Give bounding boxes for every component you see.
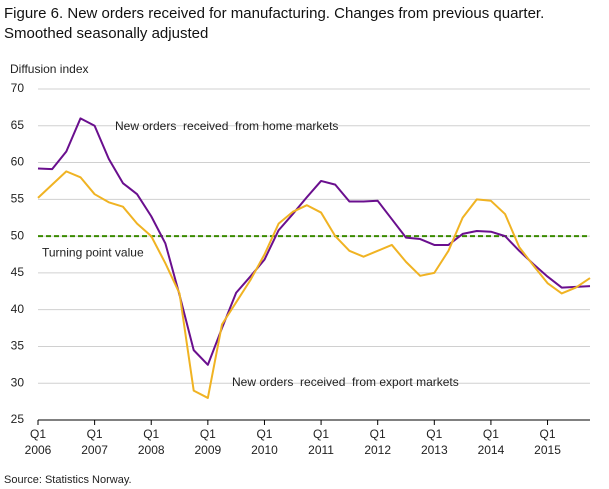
y-tick-label: 35 (11, 339, 25, 353)
x-tick-label: Q1 2007 (81, 427, 108, 457)
series-line (37, 117, 591, 366)
reference-label: Turning point value (42, 245, 144, 259)
x-tick-label: Q1 2014 (477, 427, 505, 457)
chart-title: Figure 6. New orders received for manufa… (4, 4, 604, 44)
y-tick-label: 60 (11, 155, 25, 169)
x-tick-label: Q1 2013 (420, 427, 448, 457)
x-tick-label: Q1 2008 (137, 427, 165, 457)
y-tick-label: 30 (11, 375, 25, 389)
y-tick-label: 55 (11, 192, 25, 206)
x-tick-label: Q1 2012 (364, 427, 392, 457)
y-tick-label: 25 (11, 412, 25, 426)
x-tick-label: Q1 2015 (534, 427, 561, 457)
y-tick-label: 70 (11, 81, 25, 95)
x-tick-label: Q1 2009 (194, 427, 222, 457)
series-line (37, 170, 591, 399)
x-tick-label: Q1 2006 (24, 427, 52, 457)
subtitle: Smoothed seasonally adjusted (4, 25, 209, 42)
y-tick-label: 45 (11, 265, 25, 279)
series-label: New orders received from export markets (232, 375, 459, 389)
y-tick-label: 40 (11, 302, 25, 316)
series-label: New orders received from home markets (115, 119, 338, 133)
y-tick-label: 50 (11, 228, 25, 242)
y-axis-label: Diffusion index (10, 62, 89, 76)
x-tick-label: Q1 2010 (251, 427, 278, 457)
title-line: Figure 6. New orders received for manufa… (4, 5, 545, 22)
source: Source: Statistics Norway. (4, 474, 132, 486)
x-tick-label: Q1 2011 (308, 427, 334, 457)
y-tick-label: 65 (11, 118, 25, 132)
